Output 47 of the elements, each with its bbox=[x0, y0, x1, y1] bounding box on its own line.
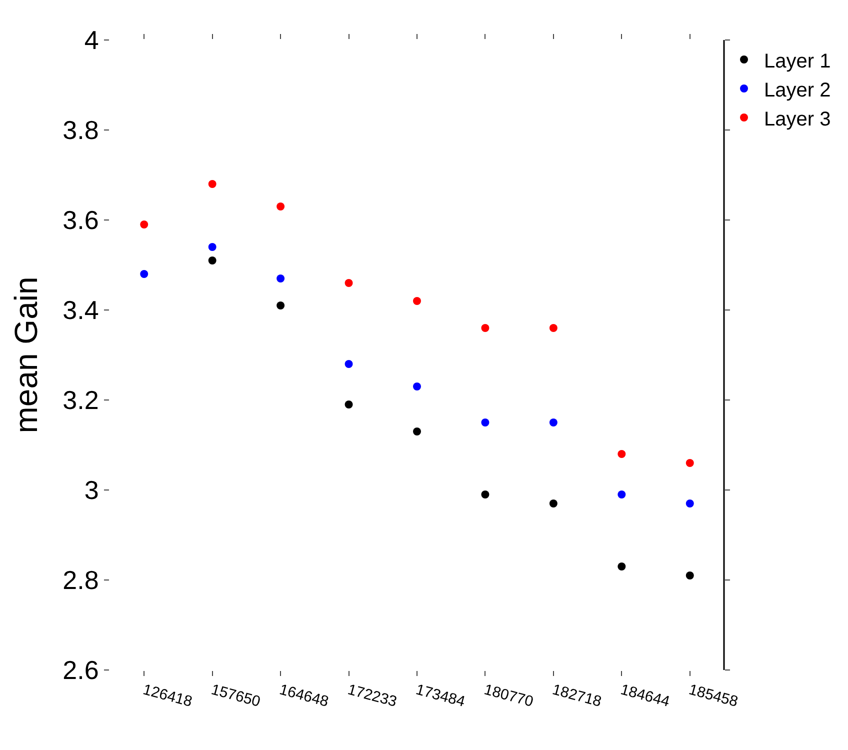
point bbox=[140, 270, 148, 278]
point bbox=[618, 450, 626, 458]
x-tick-label: 157650 bbox=[209, 681, 262, 711]
y-tick-label: 3.6 bbox=[62, 205, 99, 236]
legend-label: Layer 1 bbox=[764, 50, 831, 72]
point bbox=[618, 562, 626, 570]
point bbox=[208, 243, 216, 251]
x-tick-label: 126418 bbox=[141, 681, 194, 711]
point bbox=[344, 400, 353, 408]
y-tick-label: 3 bbox=[84, 475, 99, 506]
point bbox=[686, 459, 694, 467]
y-tick-label: 2.6 bbox=[62, 655, 99, 686]
point bbox=[344, 360, 353, 368]
y-tick-label: 4 bbox=[84, 25, 99, 56]
x-tick-label: 173484 bbox=[414, 681, 467, 711]
point bbox=[549, 324, 558, 332]
point bbox=[686, 572, 694, 580]
point bbox=[686, 500, 694, 508]
x-tick-label: 184644 bbox=[618, 681, 672, 711]
x-tick-label: 180770 bbox=[482, 681, 535, 711]
x-tick-label: 172233 bbox=[346, 681, 399, 711]
x-tick-label: 185458 bbox=[686, 681, 740, 711]
point bbox=[276, 202, 285, 210]
legend-label: Layer 2 bbox=[764, 79, 831, 102]
point bbox=[481, 418, 490, 426]
point bbox=[276, 274, 285, 282]
point bbox=[413, 382, 421, 390]
point bbox=[549, 418, 558, 426]
point bbox=[208, 180, 216, 188]
point bbox=[344, 279, 353, 287]
point bbox=[618, 490, 626, 498]
point bbox=[481, 324, 490, 332]
y-tick-label: 3.8 bbox=[62, 115, 99, 146]
y-tick-label: 3.2 bbox=[62, 385, 99, 416]
point bbox=[413, 297, 421, 305]
y-tick-label: 3.4 bbox=[62, 295, 99, 326]
point bbox=[208, 256, 216, 264]
point bbox=[276, 302, 285, 310]
x-tick-label: 164648 bbox=[278, 681, 330, 711]
point bbox=[140, 220, 148, 228]
y-tick-label: 2.8 bbox=[62, 565, 99, 596]
point bbox=[413, 428, 421, 436]
y-axis-title: mean Gain bbox=[8, 276, 44, 434]
legend-label: Layer 3 bbox=[764, 108, 831, 130]
point bbox=[549, 500, 558, 508]
x-tick-label: 182718 bbox=[550, 681, 604, 711]
point bbox=[481, 490, 490, 498]
